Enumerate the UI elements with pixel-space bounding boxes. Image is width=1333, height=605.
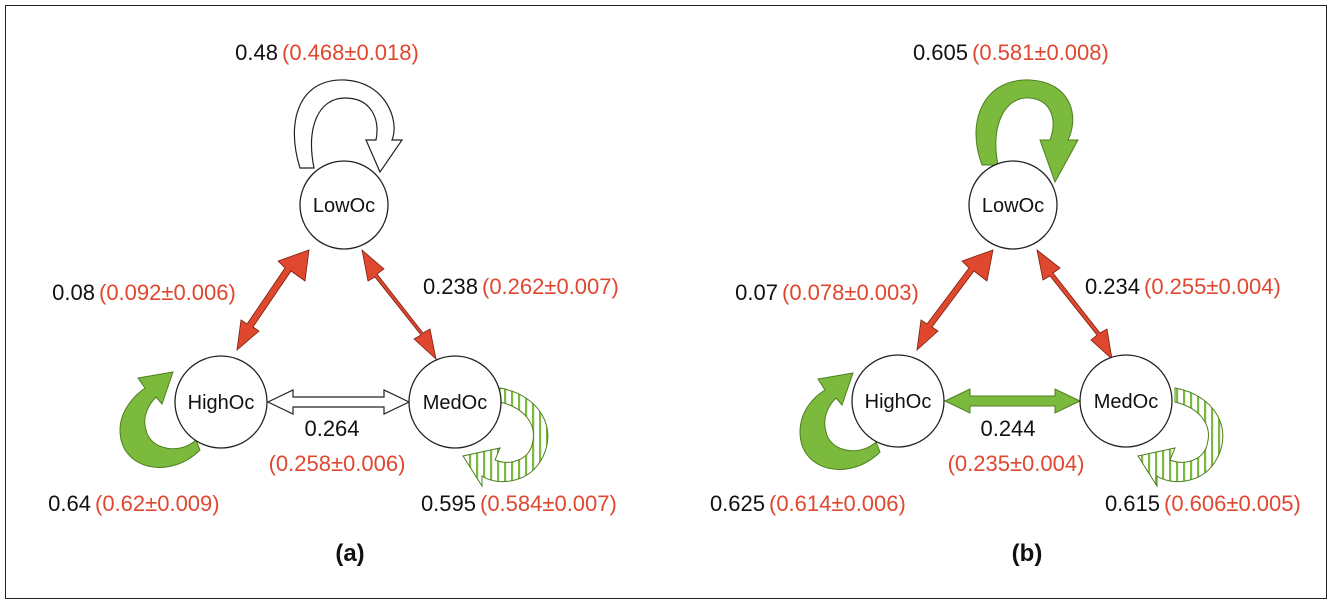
node-lowoc: [299, 160, 389, 250]
self-loop-lowoc-arrow: [293, 79, 404, 174]
self-lowoc-ci: (0.468±0.018): [282, 40, 419, 65]
edge-lowoc-highoc-value: 0.07: [735, 280, 778, 305]
edge-lowoc-medoc-arrow: [361, 248, 437, 361]
self-lowoc-value: 0.605: [913, 40, 968, 65]
self-medoc-value: 0.595: [421, 491, 476, 516]
edge-lowoc-highoc-arrow: [236, 249, 310, 351]
node-highoc-label: HighOc: [865, 391, 932, 413]
node-medoc: [408, 355, 502, 449]
node-highoc-label: HighOc: [188, 392, 255, 414]
self-medoc-ci: (0.584±0.007): [480, 491, 617, 516]
node-medoc: [1079, 354, 1173, 448]
edge-highoc-medoc-ci: (0.235±0.004): [948, 451, 1085, 476]
node-lowoc-label: LowOc: [982, 195, 1044, 217]
edge-highoc-medoc-arrow: [943, 388, 1082, 414]
figure-frame: [5, 5, 1327, 599]
edge-lowoc-medoc-ci: (0.255±0.004): [1144, 274, 1281, 299]
edge-lowoc-highoc-ci: (0.092±0.006): [99, 280, 236, 305]
self-highoc-value: 0.625: [710, 491, 765, 516]
edge-highoc-medoc-arrow: [266, 389, 411, 415]
edge-highoc-medoc-ci: (0.258±0.006): [269, 451, 406, 476]
self-lowoc-ci: (0.581±0.008): [972, 40, 1109, 65]
edge-lowoc-medoc-ci: (0.262±0.007): [482, 274, 619, 299]
node-medoc-label: MedOc: [1094, 391, 1158, 413]
self-loop-highoc-arrow: [799, 372, 881, 470]
self-highoc-ci: (0.62±0.009): [95, 491, 220, 516]
self-loop-medoc-arrow: [462, 387, 549, 488]
panel-a: LowOc HighOc MedOc 0.48 (0.468±0.018) 0.…: [48, 40, 619, 567]
node-highoc: [174, 355, 268, 449]
edge-highoc-medoc-value: 0.264: [304, 416, 359, 441]
self-medoc-value: 0.615: [1105, 491, 1160, 516]
self-loop-highoc-arrow: [119, 371, 201, 468]
edge-lowoc-medoc-value: 0.234: [1085, 274, 1140, 299]
self-highoc-ci: (0.614±0.006): [769, 491, 906, 516]
edge-lowoc-medoc-value: 0.238: [423, 274, 478, 299]
edge-lowoc-highoc-ci: (0.078±0.003): [782, 280, 919, 305]
panel-a-label: (a): [335, 540, 364, 567]
panel-b-label: (b): [1012, 540, 1043, 567]
self-highoc-value: 0.64: [48, 491, 91, 516]
panel-b: LowOc HighOc MedOc 0.605 (0.581±0.008) 0…: [710, 40, 1301, 567]
node-medoc-label: MedOc: [423, 392, 487, 414]
edge-highoc-medoc-value: 0.244: [980, 416, 1035, 441]
self-lowoc-value: 0.48: [235, 40, 278, 65]
self-medoc-ci: (0.606±0.005): [1164, 491, 1301, 516]
node-highoc: [851, 354, 945, 448]
self-loop-medoc-arrow: [1137, 387, 1224, 488]
edge-lowoc-highoc-arrow: [916, 249, 994, 352]
edge-lowoc-highoc-value: 0.08: [52, 280, 95, 305]
node-lowoc: [968, 160, 1058, 250]
edge-lowoc-medoc-arrow: [1036, 249, 1113, 361]
self-loop-lowoc-arrow: [975, 79, 1079, 184]
node-lowoc-label: LowOc: [313, 195, 375, 217]
